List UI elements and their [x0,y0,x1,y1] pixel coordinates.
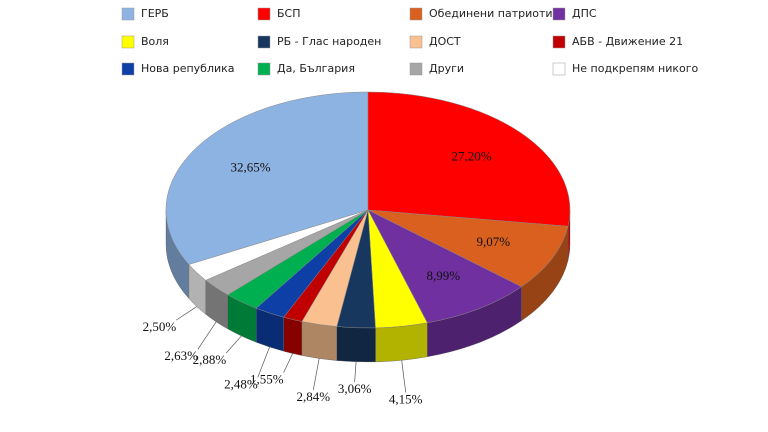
legend-label: АБВ - Движение 21 [572,35,683,48]
legend-swatch [409,35,423,49]
data-label: 9,07% [476,234,510,249]
legend-swatch [121,7,135,21]
legend-swatch [257,7,271,21]
legend-swatch [257,62,271,76]
leader-line [225,335,242,354]
slice [188,209,369,281]
legend-swatch [257,35,271,49]
legend-label: Обединени патриоти [429,7,553,20]
slice-side-shade [301,321,337,361]
data-label: 2,48% [224,376,258,391]
legend-label: Не подкрепям никого [572,62,699,75]
legend-swatch [409,62,423,76]
legend-label: БСП [277,7,301,20]
legend-swatch [552,35,566,49]
data-label: 27,20% [452,148,492,163]
data-label: 4,15% [389,391,423,406]
data-label: 8,99% [427,268,461,283]
data-label: 2,50% [143,319,177,334]
legend-swatch [552,7,566,21]
leader-line [354,361,357,382]
slice-side-shade [283,317,302,356]
leader-line [176,306,197,321]
legend-label: ДОСТ [429,35,461,48]
legend-label: Нова република [141,62,235,75]
slice-side-shade [568,210,570,261]
slice [367,209,522,324]
slice-side-shade [375,322,428,362]
leader-line [283,353,293,373]
data-label: 2,84% [296,389,330,404]
legend-label: ГЕРБ [141,7,169,20]
legend-label: ДПС [572,7,597,20]
slice [165,91,369,265]
slice-side-shade [336,326,376,362]
slice-side-shade [166,210,189,299]
slice [367,209,569,288]
legend-label: Воля [141,35,169,48]
legend-label: Други [429,62,464,75]
legend-label: Да, България [277,62,355,75]
leader-line [197,321,217,350]
data-label: 2,88% [193,352,227,367]
data-label: 3,06% [338,381,372,396]
slice-side-shade [427,286,522,357]
data-label: 2,63% [164,348,198,363]
slice-side-shade [256,308,284,352]
slice-side-shade [227,294,257,343]
slice [367,91,571,227]
data-label: 32,65% [230,159,270,174]
legend-swatch [552,62,566,76]
slice-side-shade [205,280,228,329]
legend-swatch [121,62,135,76]
legend-label: РБ - Глас народен [277,35,381,48]
slice-side-shade [521,226,569,321]
leader-line [312,358,320,391]
legend-swatch [409,7,423,21]
leader-line [401,360,407,393]
leader-line [257,346,270,378]
legend-swatch [121,35,135,49]
